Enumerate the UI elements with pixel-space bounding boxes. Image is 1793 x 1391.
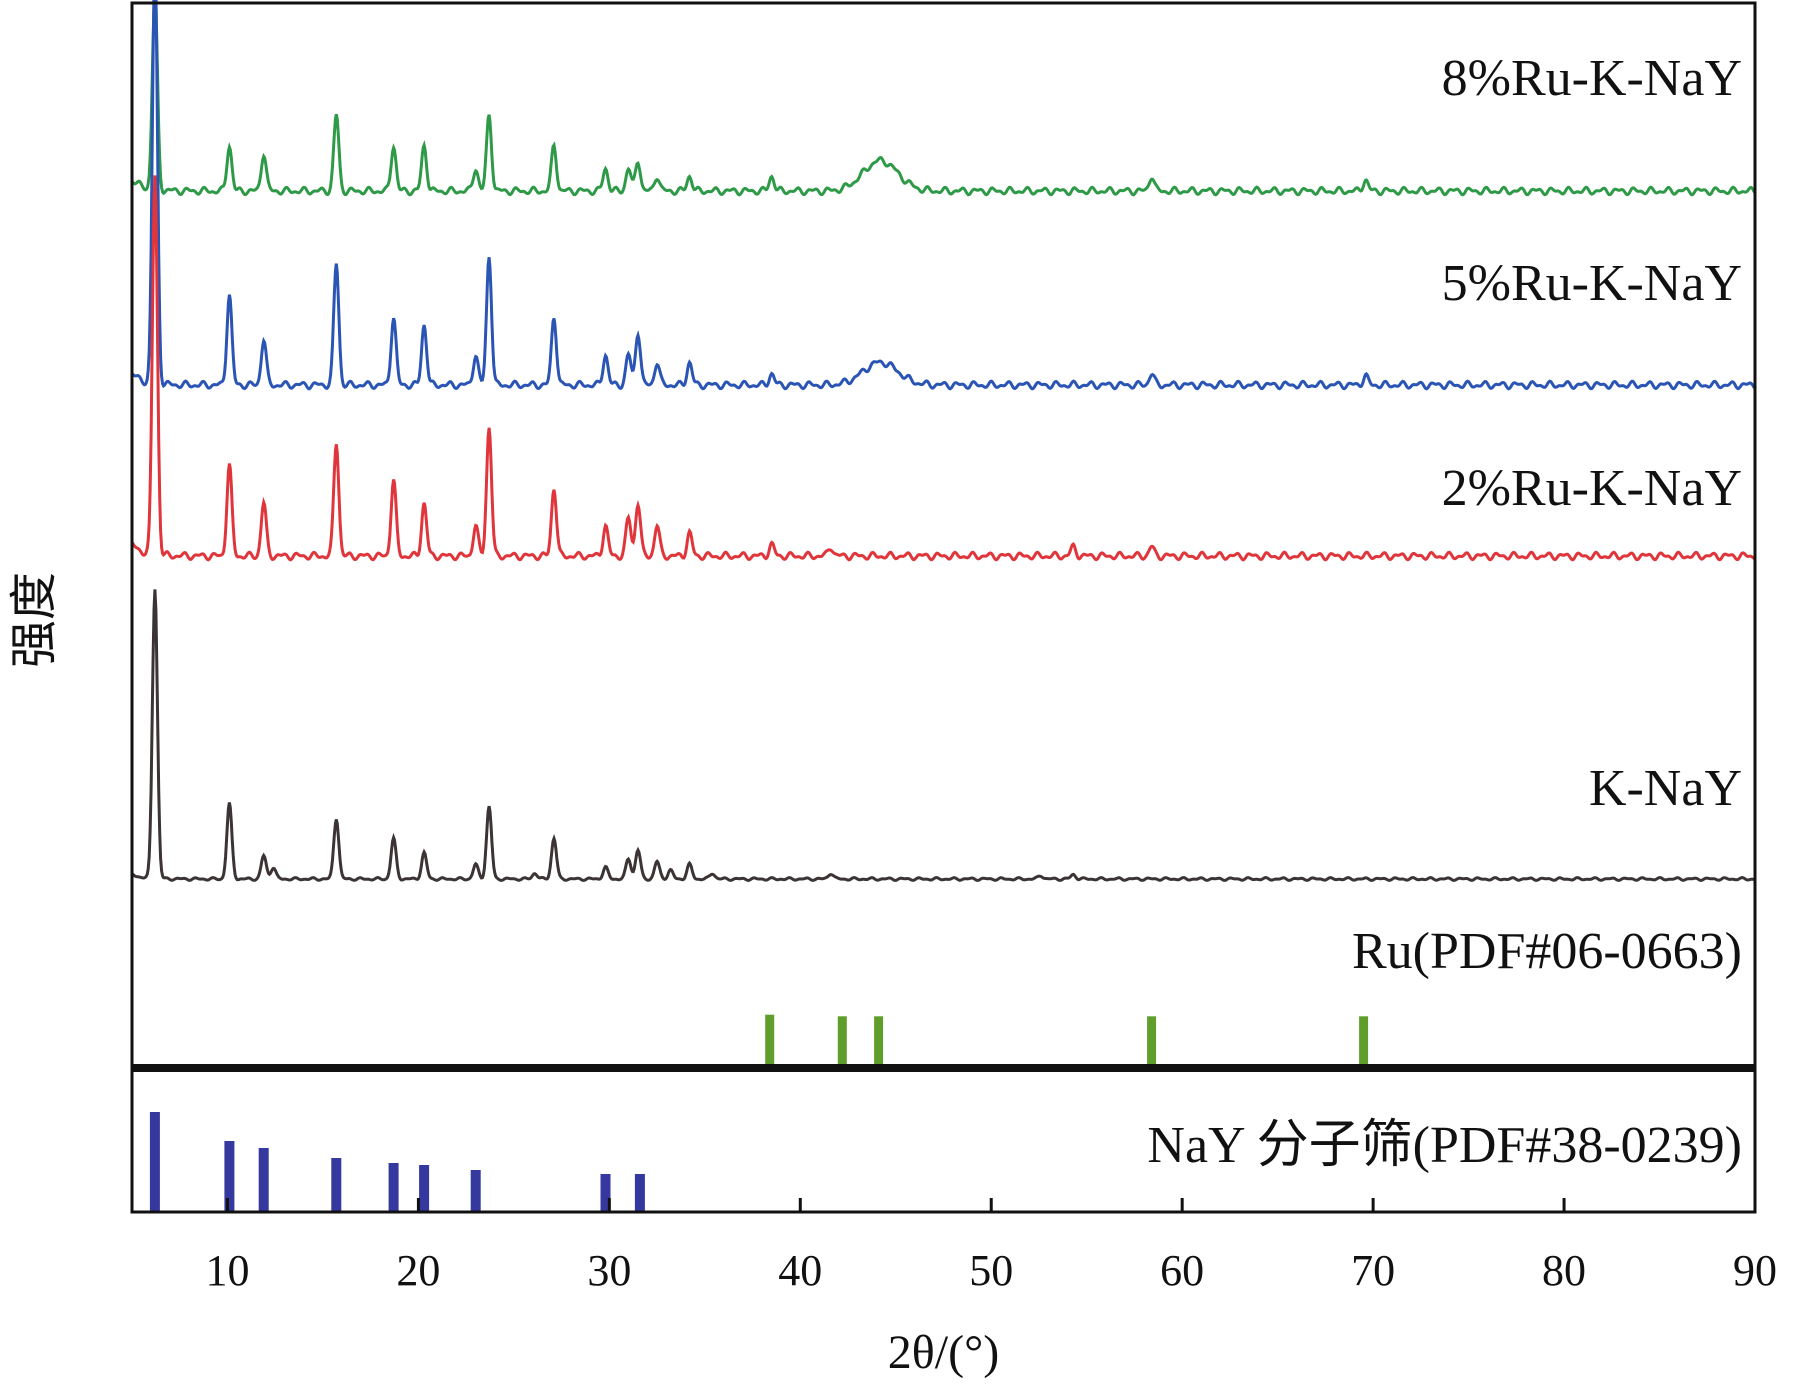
- series-line-2: [130, 0, 1757, 391]
- reference-stick-1-2: [837, 1016, 847, 1066]
- reference-stick-2-5: [388, 1163, 399, 1212]
- x-tick-label-90: 90: [1733, 1246, 1777, 1295]
- series-line-1: [130, 0, 1757, 197]
- reference-label-1: Ru(PDF#06-0663): [1352, 923, 1742, 980]
- series-label-2: 5%Ru-K-NaY: [1442, 255, 1742, 312]
- series-labels: 8%Ru-K-NaY 5%Ru-K-NaY 2%Ru-K-NaY K-NaY Ru(PD…: [1147, 50, 1742, 1174]
- series-label-1: 8%Ru-K-NaY: [1442, 50, 1742, 107]
- x-tick-label-40: 40: [778, 1246, 822, 1295]
- x-tick-label-70: 70: [1351, 1246, 1395, 1295]
- reference-stick-1-5: [1359, 1016, 1369, 1066]
- x-axis-ticks: 10 20 30 40 50 60 70 80 90: [205, 1198, 1777, 1295]
- x-tick-label-10: 10: [205, 1246, 249, 1295]
- y-axis-title: 强度: [8, 572, 61, 668]
- x-tick-label-80: 80: [1542, 1246, 1586, 1295]
- reference-label-2: NaY 分子筛(PDF#38-0239): [1147, 1117, 1742, 1174]
- reference-stick-2-9: [634, 1174, 645, 1212]
- reference-stick-2-8: [600, 1174, 611, 1212]
- reference-stick-2-2: [224, 1141, 235, 1212]
- reference-stick-1-4: [1147, 1016, 1157, 1066]
- reference-stick-2-7: [470, 1170, 481, 1212]
- series-layer: [130, 0, 1757, 882]
- x-tick-label-20: 20: [396, 1246, 440, 1295]
- axes-frame: [130, 1, 1757, 1214]
- x-tick-label-50: 50: [969, 1246, 1013, 1295]
- x-tick-label-30: 30: [587, 1246, 631, 1295]
- reference-stick-2-4: [331, 1158, 342, 1212]
- plot-border: [130, 1, 1757, 1214]
- reference-stick-1-1: [765, 1014, 775, 1066]
- reference-stick-2-1: [149, 1112, 160, 1212]
- reference-stick-2-6: [419, 1165, 430, 1212]
- series-line-3: [130, 175, 1756, 562]
- series-label-3: 2%Ru-K-NaY: [1442, 460, 1742, 517]
- series-label-4: K-NaY: [1589, 760, 1742, 817]
- x-axis-title: 2θ/(°): [888, 1326, 1000, 1379]
- x-tick-label-60: 60: [1160, 1246, 1204, 1295]
- series-line-4: [130, 589, 1755, 882]
- reference-stick-2-3: [258, 1148, 269, 1212]
- reference-patterns-layer: [149, 1014, 1369, 1212]
- reference-stick-1-3: [874, 1016, 884, 1066]
